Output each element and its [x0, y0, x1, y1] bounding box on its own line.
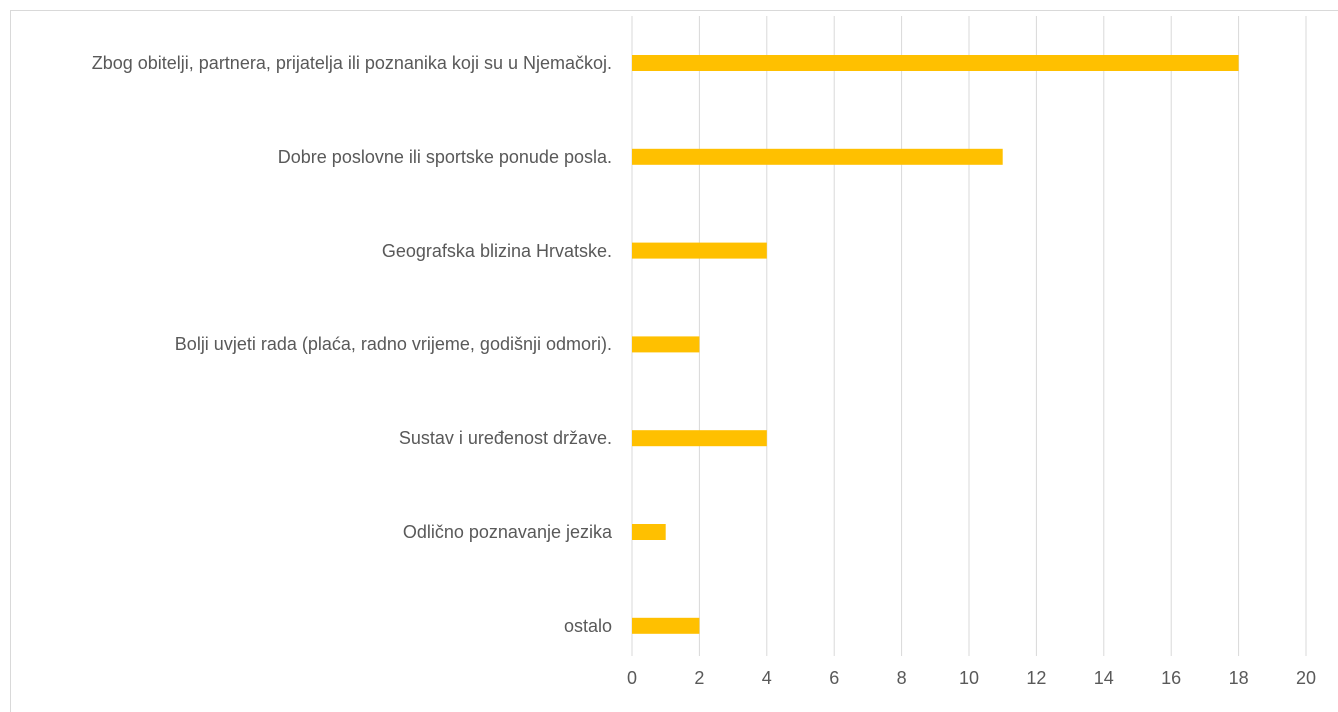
- chart-frame: [10, 10, 1338, 712]
- x-tick-label: 16: [1161, 668, 1181, 688]
- bar: [632, 336, 700, 353]
- bar: [632, 148, 1003, 165]
- bar: [632, 55, 1239, 71]
- bar: [632, 242, 767, 259]
- y-tick-label: Odlično poznavanje jezika: [402, 522, 612, 542]
- x-tick-label: 12: [1026, 668, 1046, 688]
- y-tick-label: ostalo: [563, 615, 612, 636]
- y-tick-label: Geografska blizina Hrvatske.: [381, 240, 612, 261]
- x-tick-label: 8: [897, 668, 907, 688]
- x-tick-label: 10: [959, 668, 979, 688]
- y-tick-label: Sustav i uređenost države.: [398, 428, 612, 449]
- y-tick-label: Dobre poslovne ili sportske ponude posla…: [277, 146, 612, 167]
- x-tick-label: 4: [762, 668, 772, 688]
- bar: [632, 617, 700, 634]
- y-tick-label: Zbog obitelji, partnera, prijatelja ili …: [91, 53, 612, 73]
- x-tick-label: 0: [627, 668, 637, 688]
- x-tick-label: 2: [694, 668, 704, 688]
- y-tick-label: Bolji uvjeti rada (plaća, radno vrijeme,…: [174, 334, 612, 355]
- x-tick-label: 20: [1296, 668, 1316, 688]
- bar: [632, 524, 666, 540]
- x-tick-label: 6: [829, 668, 839, 688]
- x-tick-label: 14: [1094, 668, 1114, 688]
- bar: [632, 430, 767, 447]
- x-tick-label: 18: [1229, 668, 1249, 688]
